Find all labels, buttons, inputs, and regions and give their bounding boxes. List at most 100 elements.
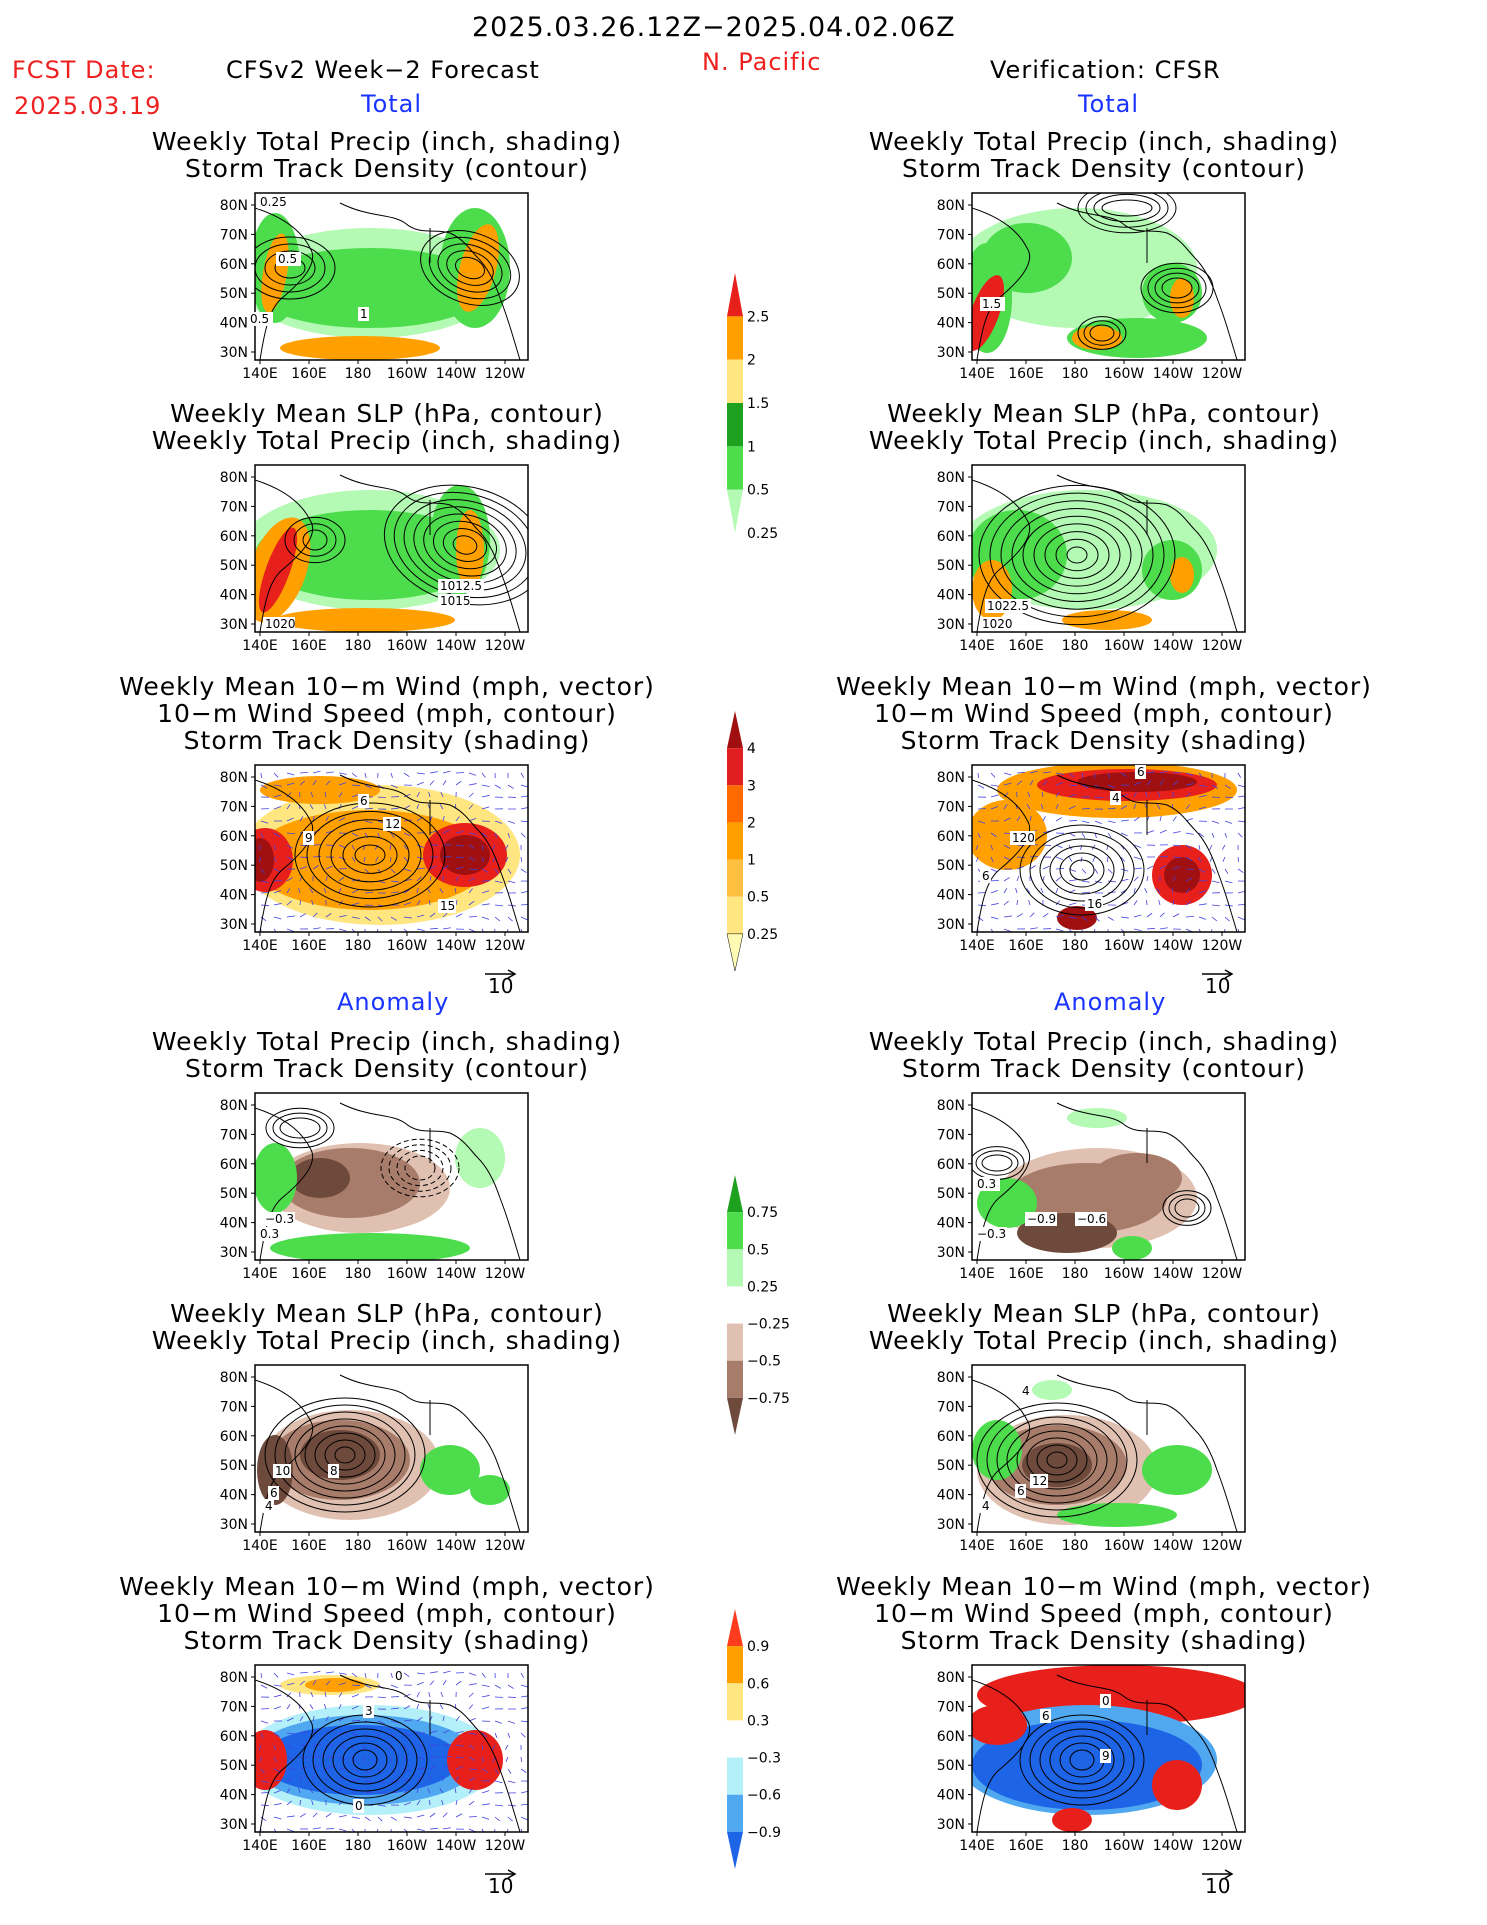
contour-label: 0.5 <box>248 312 273 326</box>
svg-text:1020: 1020 <box>265 617 296 631</box>
coastline-namerica <box>1194 1157 1238 1260</box>
map-panel-L5: 80N 70N 60N 50N 40N 30N 140E 160E 180 160W 140W 120… <box>220 1364 529 1554</box>
lat-tick-label: 30N <box>220 617 248 633</box>
colorbar-swatch <box>727 1757 743 1795</box>
contour-label: 6 <box>268 1486 279 1500</box>
lon-tick-label: 160W <box>387 1838 428 1854</box>
lat-tick-label: 60N <box>220 1729 248 1745</box>
colorbar-precip-anomaly: 0.75 0.5 0.25 −0.25 −0.5 −0.75 <box>727 1175 790 1435</box>
contour-label: −0.3 <box>263 1212 295 1226</box>
colorbar-label: 0.25 <box>747 1279 778 1295</box>
plot-frame <box>971 464 1246 633</box>
contour-label: 0.25 <box>258 195 290 209</box>
coastline-alaska <box>1056 1102 1196 1159</box>
axes: 80N 70N 60N 50N 40N 30N 140E 160E 180 160W 140W 120… <box>220 1664 529 1854</box>
coastline-alaska <box>1056 202 1196 259</box>
title-R6: Weekly Mean 10−m Wind (mph, vector) 10−m … <box>836 1572 1372 1655</box>
colorbar-label: 0.9 <box>747 1639 769 1655</box>
section-anomaly-right: Anomaly <box>1054 988 1167 1016</box>
field-layer <box>255 1665 528 1832</box>
lon-tick-label: 120W <box>485 938 526 954</box>
lon-tick-label: 140E <box>242 1538 278 1554</box>
lat-tick-label: 50N <box>937 1758 965 1774</box>
colorbar-swatch <box>727 1646 743 1684</box>
lon-tick-label: 160W <box>387 1538 428 1554</box>
colorbar-label: 2.5 <box>747 309 769 325</box>
axes: 80N 70N 60N 50N 40N 30N 140E 160E 180 160W 140W 120… <box>937 1092 1246 1282</box>
axes: 80N 70N 60N 50N 40N 30N 140E 160E 180 160W 140W 120… <box>220 1364 529 1554</box>
lat-tick-label: 50N <box>937 858 965 874</box>
contour-label: 4 <box>263 1499 274 1513</box>
lon-tick-label: 140W <box>436 1538 477 1554</box>
colorbar-swatch <box>727 1720 743 1758</box>
colorbar-swatch <box>727 1360 743 1398</box>
lon-tick-label: 160E <box>1008 1838 1044 1854</box>
lat-tick-label: 30N <box>937 1817 965 1833</box>
colorbar-swatch <box>727 1323 743 1361</box>
title-L4: Weekly Total Precip (inch, shading) Storm… <box>151 1027 623 1083</box>
forecast-period: 2025.03.26.12Z−2025.04.02.06Z <box>472 12 956 43</box>
lat-tick-label: 80N <box>220 770 248 786</box>
svg-text:1020: 1020 <box>982 617 1013 631</box>
svg-text:−0.3: −0.3 <box>265 1212 294 1226</box>
map-panel-R4: 80N 70N 60N 50N 40N 30N 140E 160E 180 160W 140W 120… <box>937 1092 1246 1282</box>
contour-label: 120 <box>1010 831 1035 845</box>
svg-text:−0.9: −0.9 <box>1027 1212 1056 1226</box>
lon-tick-label: 120W <box>485 1838 526 1854</box>
lon-tick-label: 180 <box>1062 366 1089 382</box>
colorbar-swatch <box>727 896 743 934</box>
svg-text:0: 0 <box>355 1799 363 1813</box>
lon-tick-label: 180 <box>1062 938 1089 954</box>
lat-tick-label: 30N <box>937 1245 965 1261</box>
lat-tick-label: 40N <box>937 1216 965 1232</box>
section-total-right: Total <box>1078 90 1140 118</box>
colorbar-label: 0.6 <box>747 1676 769 1692</box>
plot-frame <box>254 1092 529 1261</box>
lat-tick-label: 50N <box>220 558 248 574</box>
colorbar-swatch <box>727 1286 743 1324</box>
lat-tick-label: 30N <box>220 345 248 361</box>
contour-label: 6 <box>358 794 369 808</box>
svg-text:0.3: 0.3 <box>977 1177 996 1191</box>
field-layer <box>972 465 1245 632</box>
colorbar-label: 0.5 <box>747 890 769 906</box>
colorbar-label: −0.3 <box>747 1751 781 1767</box>
contour-label: 1022.5 <box>985 599 1031 613</box>
svg-text:9: 9 <box>305 831 313 845</box>
contour-label: 10 <box>273 1464 291 1478</box>
colorbar-swatch <box>727 403 743 447</box>
contour-label: 8 <box>328 1464 339 1478</box>
lon-tick-label: 160E <box>291 938 327 954</box>
colorbar-label: −0.5 <box>747 1354 781 1370</box>
fcst-date-value: 2025.03.19 <box>14 92 162 120</box>
vector-key-label: 10 <box>488 974 514 998</box>
lon-tick-label: 180 <box>1062 1266 1089 1282</box>
svg-text:0.25: 0.25 <box>260 195 287 209</box>
field-layer <box>972 1665 1245 1832</box>
title-L1: Weekly Total Precip (inch, shading) Storm… <box>151 127 623 183</box>
lon-tick-label: 120W <box>1202 938 1243 954</box>
field-layer <box>255 193 528 360</box>
svg-text:6: 6 <box>1137 765 1145 779</box>
coastline-namerica <box>477 829 521 932</box>
lat-tick-label: 80N <box>220 1098 248 1114</box>
map-panel-R3: 80N 70N 60N 50N 40N 30N 140E 160E 180 160W 140W 120… <box>937 764 1246 954</box>
lon-tick-label: 140W <box>1153 366 1194 382</box>
title-R3: Weekly Mean 10−m Wind (mph, vector) 10−m … <box>836 672 1372 755</box>
lon-tick-label: 160W <box>387 1266 428 1282</box>
lat-tick-label: 70N <box>220 1399 248 1415</box>
lon-tick-label: 180 <box>345 638 372 654</box>
lat-tick-label: 50N <box>937 286 965 302</box>
svg-text:4: 4 <box>265 1499 273 1513</box>
lon-tick-label: 140W <box>1153 1538 1194 1554</box>
contour-label: 4 <box>980 1499 991 1513</box>
lat-tick-label: 40N <box>220 1216 248 1232</box>
svg-text:9: 9 <box>1102 1749 1110 1763</box>
lon-tick-label: 140E <box>242 938 278 954</box>
vector-key-L3: 10 <box>484 964 518 996</box>
lon-tick-label: 180 <box>1062 1538 1089 1554</box>
svg-text:1: 1 <box>360 307 368 321</box>
lat-tick-label: 40N <box>937 588 965 604</box>
svg-text:0: 0 <box>1102 1694 1110 1708</box>
coastline-namerica <box>1194 529 1238 632</box>
